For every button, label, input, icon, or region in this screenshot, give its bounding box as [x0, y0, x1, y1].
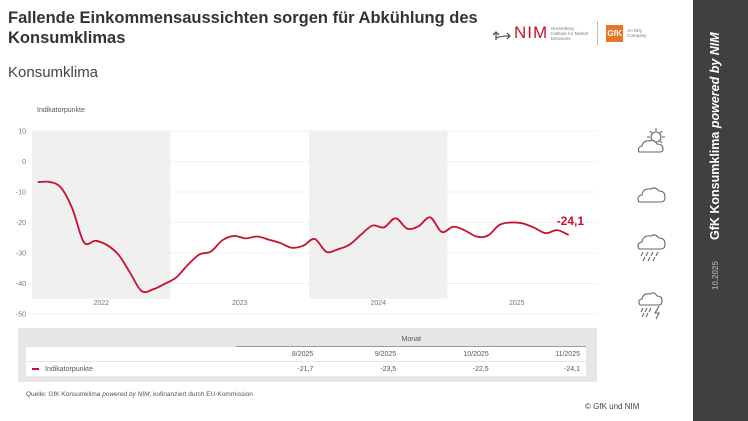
sidebar-date: 10.2025 — [711, 261, 720, 290]
nim-arrow-icon — [492, 31, 511, 40]
x-tick-label: 2025 — [509, 300, 525, 307]
table-cell: -24,1 — [494, 361, 586, 377]
source-note: Quelle: GfK Konsumklima powered by NIM, … — [26, 391, 253, 398]
logo-divider — [597, 21, 599, 45]
y-axis-label: Indikatorpunkte — [37, 107, 85, 114]
x-tick-label: 2022 — [93, 300, 109, 307]
table-group-header: Monat — [236, 332, 586, 347]
table-column-header: 10/2025 — [402, 346, 495, 362]
source-suffix: , kofinanziert durch EU-Kommission — [149, 391, 253, 398]
line-chart: Indikatorpunkte 10 0 -10 -20 -30 -40 -50 2022 202… — [16, 107, 597, 319]
source-prefix: Quelle: GfK Konsumklima — [26, 391, 103, 398]
source-italic: powered by NIM — [102, 391, 150, 398]
table-cell: -22,5 — [402, 361, 495, 377]
cloud-icon — [637, 187, 666, 203]
nim-logo: NIM — [514, 23, 549, 42]
table-column-header: 11/2025 — [494, 346, 586, 362]
year-band — [309, 131, 448, 299]
sun-cloud-icon — [637, 128, 665, 153]
sidebar-band — [693, 0, 748, 421]
table-column-header: 9/2025 — [319, 346, 403, 362]
thunderstorm-icon — [638, 292, 663, 320]
year-band — [32, 131, 171, 299]
logos: NIM Nuremberg Institute for Market Decis… — [492, 20, 649, 46]
row-label-text: Indikatorpunkte — [45, 365, 93, 373]
nim-logo-sub: Nuremberg Institute for Market Decisions — [551, 25, 589, 41]
sidebar-brand: GfK Konsumklima powered by NIM — [708, 32, 722, 240]
gfk-logo-sub: An NIQ Company — [627, 28, 647, 38]
series-line — [37, 180, 570, 294]
y-tick-label: -30 — [16, 251, 26, 258]
rain-cloud-icon — [637, 234, 666, 262]
row-label: Indikatorpunkte — [26, 361, 207, 377]
legend-swatch — [32, 367, 39, 370]
y-tick-label: -50 — [16, 312, 26, 319]
copyright: © GfK und NIM — [585, 402, 640, 411]
table-cell: -23,5 — [319, 361, 403, 377]
y-tick-label: -40 — [16, 281, 26, 288]
table-cell: -21,7 — [236, 361, 320, 377]
table-column-header: 8/2025 — [236, 346, 320, 362]
last-value-label: -24,1 — [557, 214, 585, 228]
table-row: Indikatorpunkte -21,7 -23,5 -22,5 -24,1 — [26, 361, 586, 377]
y-tick-label: -20 — [16, 220, 26, 227]
y-tick-label: -10 — [16, 190, 26, 197]
y-tick-label: 0 — [22, 159, 26, 166]
x-tick-label: 2024 — [370, 300, 386, 307]
gfk-logo: GfK — [606, 24, 624, 42]
sidebar-brand-name: GfK Konsumklima — [708, 131, 722, 240]
x-tick-label: 2023 — [232, 300, 248, 307]
y-tick-label: 10 — [18, 129, 26, 136]
page-title: Fallende Einkommensaussichten sorgen für… — [8, 9, 478, 47]
data-table: Monat 8/2025 9/2025 10/2025 11/2025 Indi… — [18, 328, 597, 382]
sidebar-brand-suffix: powered by NIM — [708, 32, 722, 129]
chart-subtitle: Konsumklima — [8, 64, 99, 81]
